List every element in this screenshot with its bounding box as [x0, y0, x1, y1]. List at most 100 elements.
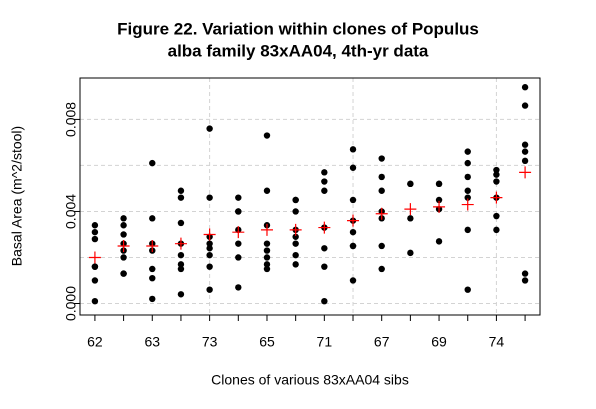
point [292, 240, 299, 247]
point [493, 178, 500, 185]
point [206, 263, 213, 270]
point [493, 226, 500, 234]
point [206, 194, 213, 201]
point [91, 277, 99, 284]
y-tick-label: 0.004 [63, 194, 79, 229]
mean-marker [88, 251, 101, 264]
point [349, 277, 357, 284]
chart-title: Figure 22. Variation within clones of Po… [117, 19, 479, 38]
point [149, 159, 156, 167]
point [321, 245, 328, 252]
point [263, 254, 271, 261]
point [206, 125, 213, 132]
point [120, 215, 127, 222]
point [177, 219, 185, 227]
mean-marker [461, 198, 474, 211]
point [292, 208, 299, 215]
point [149, 265, 156, 273]
point [378, 265, 385, 273]
y-tick-label: 0.008 [63, 102, 79, 137]
x-tick-label: 62 [87, 334, 103, 350]
point [378, 242, 385, 250]
point [120, 270, 127, 277]
point [349, 164, 357, 171]
point [120, 254, 127, 261]
point [321, 297, 328, 305]
point [263, 265, 271, 273]
point [378, 187, 385, 194]
point [464, 173, 471, 181]
mean-marker [146, 239, 159, 252]
x-tick-label: 63 [144, 334, 160, 350]
point [435, 196, 443, 204]
point [263, 240, 271, 247]
mean-marker [404, 203, 417, 216]
point [464, 187, 471, 194]
point [521, 141, 529, 148]
point [464, 226, 471, 234]
mean-marker [260, 223, 273, 236]
point [235, 254, 242, 261]
y-tick-label: 0.000 [63, 286, 79, 321]
mean-marker [375, 207, 388, 220]
point [177, 251, 185, 259]
x-tick-label: 65 [259, 334, 275, 350]
point [378, 173, 385, 181]
point [149, 274, 156, 282]
point [177, 261, 185, 268]
mean-marker [232, 226, 245, 239]
point [407, 215, 414, 222]
x-tick-label: 67 [374, 334, 390, 350]
point [235, 194, 242, 201]
point [91, 263, 99, 270]
mean-marker [519, 166, 532, 179]
mean-marker [174, 237, 187, 250]
mean-marker [433, 200, 446, 213]
point [206, 286, 213, 293]
x-tick-label: 69 [431, 334, 447, 350]
point [321, 187, 328, 194]
y-axis-label: Basal Area (m^2/stool) [9, 126, 25, 266]
point [91, 228, 99, 236]
point [292, 233, 299, 240]
mean-marker [289, 223, 302, 236]
point [177, 187, 185, 194]
point [149, 215, 156, 222]
x-tick-label: 73 [202, 334, 218, 350]
point [493, 166, 500, 174]
x-tick-label: 71 [317, 334, 333, 350]
point [435, 238, 443, 245]
point [91, 222, 99, 229]
point [177, 265, 185, 273]
point [263, 247, 271, 254]
point [407, 249, 414, 257]
mean-marker [490, 191, 503, 204]
point [407, 180, 414, 188]
point [378, 155, 385, 162]
point [235, 240, 242, 247]
point [349, 242, 357, 250]
point [521, 102, 529, 109]
mean-marker [318, 221, 331, 234]
point [521, 148, 529, 155]
point [120, 222, 127, 229]
point [177, 291, 185, 298]
point [521, 270, 529, 277]
mean-marker [117, 239, 130, 252]
point [321, 178, 328, 185]
point [120, 231, 127, 238]
point [435, 180, 443, 188]
point [235, 208, 242, 215]
point [464, 148, 471, 155]
point [292, 251, 299, 259]
point [321, 169, 328, 176]
point [91, 235, 99, 243]
point [349, 146, 357, 153]
point [493, 212, 500, 220]
mean-marker [203, 228, 216, 241]
point [263, 261, 271, 268]
point [91, 297, 99, 305]
plot-frame [79, 77, 541, 316]
point [263, 187, 271, 194]
